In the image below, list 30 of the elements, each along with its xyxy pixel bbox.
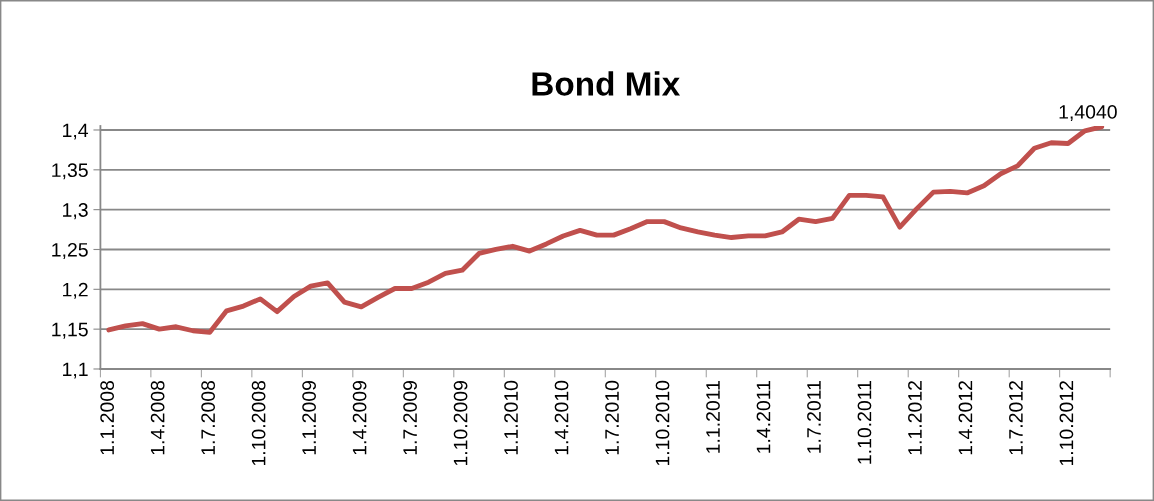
x-tick-label: 1.1.2009 bbox=[302, 381, 316, 455]
x-tick-label: 1.7.2008 bbox=[201, 380, 216, 455]
x-tick-label: 1.10.2010 bbox=[655, 380, 670, 466]
x-tick-label: 1.7.2011 bbox=[807, 381, 821, 453]
data-label: 1,4040 bbox=[1059, 105, 1117, 122]
line-series bbox=[106, 126, 1105, 335]
y-tick-label: 1,2 bbox=[63, 282, 88, 299]
x-tick-label: 1.4.2011 bbox=[756, 381, 771, 453]
y-tick-label: 1,3 bbox=[63, 203, 88, 220]
x-tick-label: 1.10.2012 bbox=[1059, 381, 1074, 466]
y-tick-label: 1,15 bbox=[52, 322, 88, 339]
chart-title: Bond Mix bbox=[532, 71, 681, 96]
x-tick-label: 1.4.2009 bbox=[352, 381, 367, 455]
x-tick-label: 1.4.2010 bbox=[554, 380, 569, 455]
y-tick-label: 1,25 bbox=[52, 242, 88, 260]
x-tick-label: 1.4.2012 bbox=[958, 381, 973, 455]
x-tick-label: 1.7.2010 bbox=[605, 380, 619, 455]
x-tick-label: 1.7.2009 bbox=[403, 381, 417, 455]
y-tick-label: 1,35 bbox=[52, 163, 88, 180]
x-tick-label: 1.10.2011 bbox=[857, 381, 872, 464]
x-tick-label: 1.7.2012 bbox=[1009, 381, 1023, 455]
x-tick-label: 1.1.2010 bbox=[504, 380, 518, 455]
x-tick-label: 1.10.2008 bbox=[251, 380, 266, 466]
x-tick-label: 1.1.2012 bbox=[908, 381, 922, 455]
x-tick-label: 1.1.2008 bbox=[100, 380, 115, 455]
x-tick-label: 1.1.2011 bbox=[706, 381, 720, 453]
x-tick-label: 1.10.2009 bbox=[453, 381, 468, 466]
x-tick-label: 1.4.2008 bbox=[150, 380, 165, 455]
y-tick-label: 1,4 bbox=[63, 123, 89, 140]
y-tick-label: 1,1 bbox=[63, 362, 88, 379]
